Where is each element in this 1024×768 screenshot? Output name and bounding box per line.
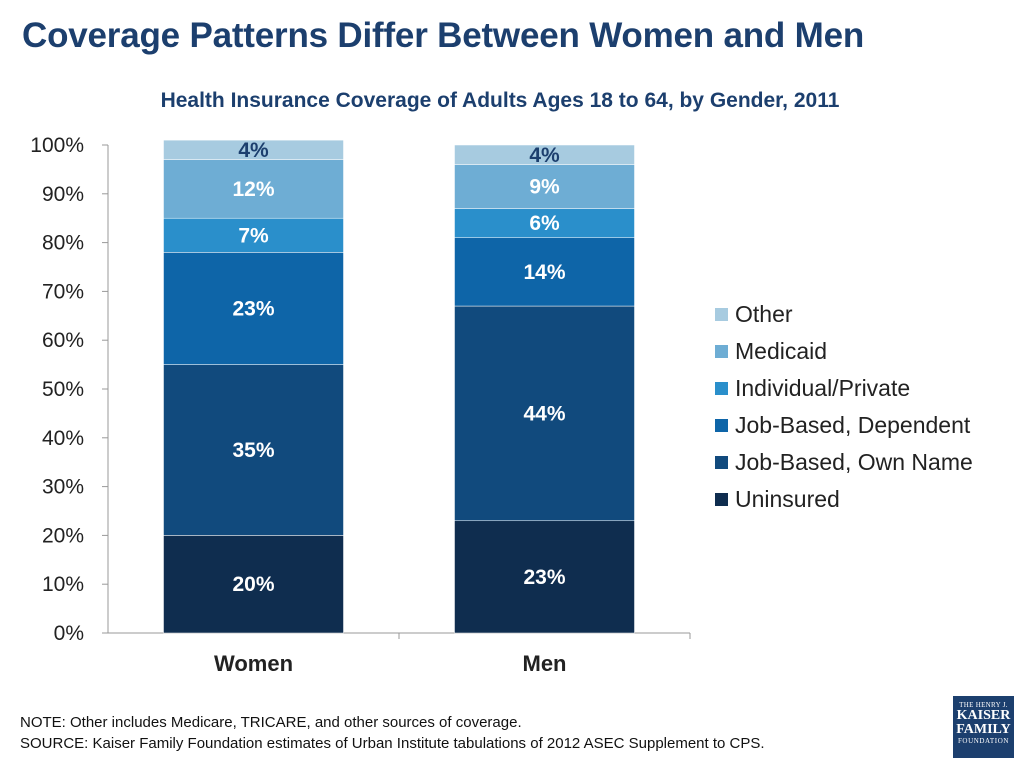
legend-label: Job-Based, Dependent — [735, 412, 971, 438]
y-tick-label: 90% — [42, 183, 84, 206]
bar-segment-job-based-dependent — [454, 237, 635, 307]
bar-segment-other — [163, 139, 344, 160]
bar-segment-job-based-own-name — [454, 305, 635, 522]
data-label: 9% — [529, 175, 560, 198]
logo-line-4: FOUNDATION — [957, 737, 1010, 745]
legend-label: Individual/Private — [735, 375, 911, 401]
legend-swatch — [715, 345, 728, 358]
footnotes: NOTE: Other includes Medicare, TRICARE, … — [20, 712, 765, 754]
y-tick-label: 10% — [42, 573, 84, 596]
y-tick-label: 80% — [42, 232, 84, 255]
category-label: Men — [523, 651, 567, 676]
y-tick-label: 100% — [30, 134, 84, 157]
bar-segment-job-based-dependent — [163, 252, 344, 365]
y-tick-label: 70% — [42, 280, 84, 303]
bar-segment-job-based-own-name — [163, 364, 344, 536]
logo-line-1: THE HENRY J. — [959, 701, 1008, 709]
data-label: 4% — [529, 144, 560, 167]
y-tick-label: 60% — [42, 329, 84, 352]
data-label: 20% — [232, 573, 274, 596]
logo-line-2: KAISER — [956, 708, 1011, 723]
legend-swatch — [715, 456, 728, 469]
category-label: Women — [214, 651, 293, 676]
legend-item: Job-Based, Own Name — [715, 444, 973, 481]
legend-label: Uninsured — [735, 486, 840, 512]
legend-swatch — [715, 382, 728, 395]
legend-item: Job-Based, Dependent — [715, 407, 973, 444]
bar-segment-uninsured — [163, 535, 344, 634]
y-tick-label: 30% — [42, 476, 84, 499]
y-tick-label: 20% — [42, 524, 84, 547]
data-label: 35% — [232, 439, 274, 462]
legend-swatch — [715, 419, 728, 432]
bar-segment-other — [454, 144, 635, 165]
y-tick-label: 50% — [42, 378, 84, 401]
legend-label: Other — [735, 301, 793, 327]
logo-line-3: FAMILY — [956, 722, 1011, 737]
legend-item: Other — [715, 296, 973, 333]
data-label: 12% — [232, 178, 274, 201]
data-label: 14% — [523, 261, 565, 284]
data-label: 7% — [238, 224, 269, 247]
legend-label: Medicaid — [735, 338, 828, 364]
data-label: 44% — [523, 402, 565, 425]
data-label: 6% — [529, 212, 560, 235]
bar-segment-uninsured — [454, 520, 635, 634]
bar-segment-medicaid — [454, 164, 635, 209]
chart-legend: Other Medicaid Individual/Private Job-Based… — [715, 296, 973, 518]
legend-swatch — [715, 308, 728, 321]
legend-label: Job-Based, Own Name — [735, 449, 973, 475]
y-tick-label: 40% — [42, 427, 84, 450]
y-tick-label: 0% — [54, 622, 84, 645]
data-label: 23% — [523, 566, 565, 589]
chart-title: Health Insurance Coverage of Adults Ages… — [160, 89, 840, 112]
slide-title: Coverage Patterns Differ Between Women a… — [22, 16, 865, 55]
legend-item: Medicaid — [715, 333, 973, 370]
legend-swatch — [715, 493, 728, 506]
data-label: 4% — [238, 139, 269, 162]
bar-segment-medicaid — [163, 159, 344, 219]
bar-segment-individual-private — [454, 208, 635, 238]
legend-item: Uninsured — [715, 481, 973, 518]
kff-logo: THE HENRY J. KAISER FAMILY FOUNDATION — [953, 696, 1014, 758]
footnote-source: SOURCE: Kaiser Family Foundation estimat… — [20, 735, 765, 752]
data-label: 23% — [232, 297, 274, 320]
legend-item: Individual/Private — [715, 370, 973, 407]
footnote-note: NOTE: Other includes Medicare, TRICARE, … — [20, 714, 522, 731]
bar-segment-individual-private — [163, 217, 344, 253]
